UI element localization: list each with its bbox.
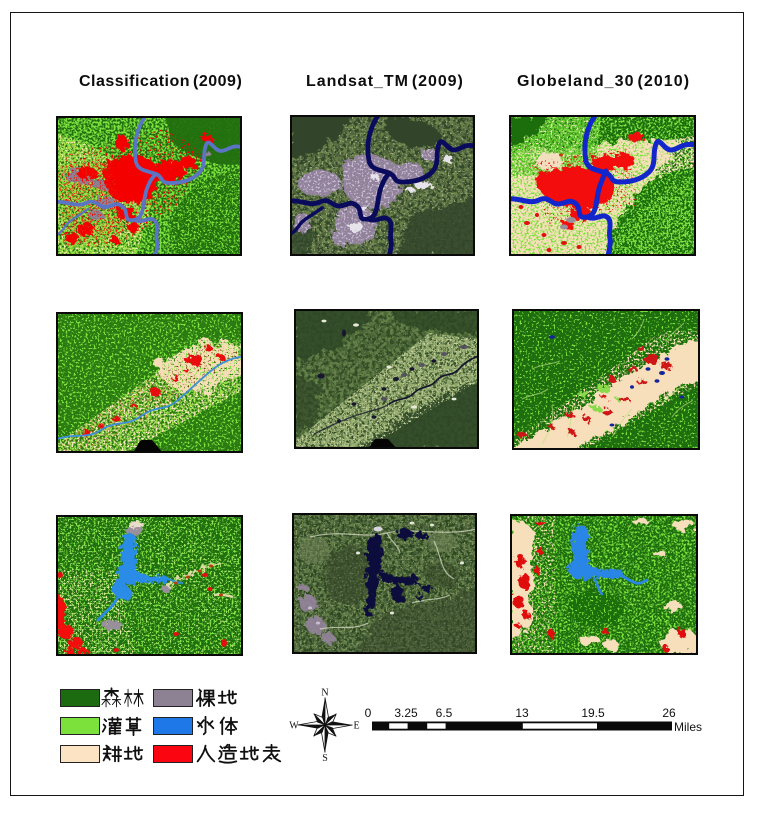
svg-text:13: 13 xyxy=(515,706,529,720)
svg-text:E: E xyxy=(353,721,359,732)
svg-text:S: S xyxy=(322,753,328,762)
svg-text:3.25: 3.25 xyxy=(394,706,418,720)
svg-text:19.5: 19.5 xyxy=(581,706,605,720)
svg-text:Miles: Miles xyxy=(674,720,702,734)
svg-text:W: W xyxy=(289,721,299,732)
svg-text:0: 0 xyxy=(365,706,372,720)
svg-text:N: N xyxy=(321,688,328,699)
svg-text:6.5: 6.5 xyxy=(436,706,453,720)
svg-text:26: 26 xyxy=(662,706,676,720)
